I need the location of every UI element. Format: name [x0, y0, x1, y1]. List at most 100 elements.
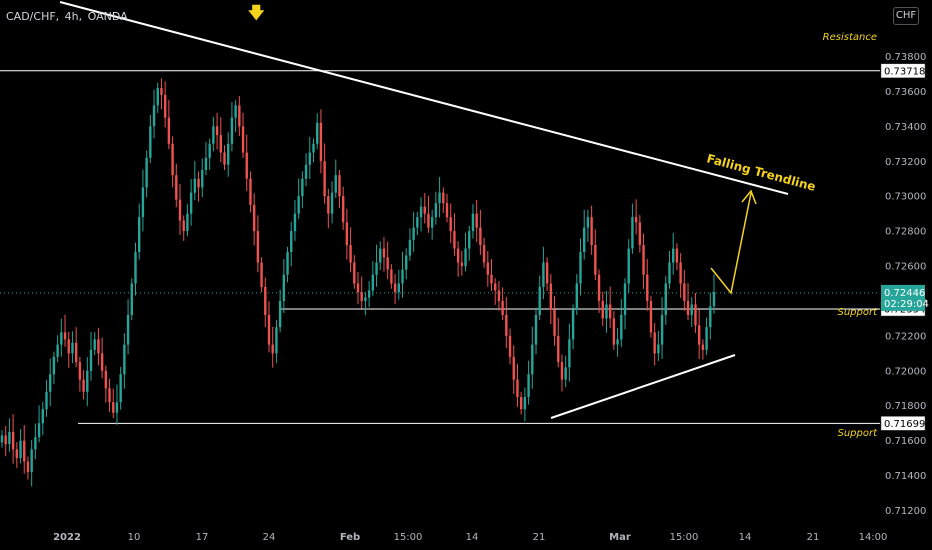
candle-body	[167, 117, 171, 144]
candle-body	[464, 248, 467, 267]
price-tick-label: 0.73800	[885, 52, 926, 63]
rising-support-trendline[interactable]	[550, 354, 736, 419]
currency-button[interactable]: CHF	[893, 7, 919, 25]
time-tick-label: 10	[128, 532, 141, 543]
candle-body	[19, 440, 22, 459]
candle-body	[93, 339, 96, 350]
time-tick-label: 15:00	[394, 532, 423, 543]
candle	[4, 425, 7, 457]
candle	[63, 314, 67, 347]
candle-body	[82, 379, 85, 392]
candle-body	[393, 283, 397, 293]
candle-body	[512, 356, 515, 380]
candle-body	[416, 217, 419, 228]
candle-body	[286, 252, 289, 275]
candle	[74, 327, 78, 368]
candle	[160, 78, 163, 110]
candle	[453, 213, 456, 257]
price-tick-label: 0.73400	[885, 122, 926, 133]
candle-body	[271, 344, 274, 354]
candle-body	[78, 362, 82, 380]
candle	[620, 299, 623, 347]
candle-body	[345, 222, 349, 246]
candle	[701, 339, 705, 360]
time-tick-label: 14:00	[859, 532, 888, 543]
candle	[360, 276, 363, 309]
candle-body	[475, 213, 478, 228]
candle	[178, 183, 182, 235]
candle	[282, 259, 286, 314]
price-tag-support: 0.71699	[880, 416, 925, 431]
candle-body	[668, 262, 671, 284]
candle-body	[100, 353, 104, 371]
candle-body	[601, 300, 604, 319]
candle-body	[197, 178, 200, 188]
candle	[523, 387, 527, 422]
candle	[672, 232, 675, 275]
candle	[197, 171, 200, 202]
candle-body	[349, 245, 352, 263]
candle	[586, 209, 590, 242]
candle	[497, 281, 501, 311]
candle-body	[353, 262, 356, 284]
candle	[15, 442, 19, 468]
candle-body	[193, 178, 197, 193]
candle	[464, 232, 467, 272]
candle-body	[386, 257, 389, 270]
candle-body	[163, 94, 167, 118]
candle	[301, 171, 304, 209]
candle-body	[701, 344, 705, 350]
candle-body	[423, 206, 426, 214]
price-tag-value: 0.73718	[884, 66, 925, 77]
candle	[460, 251, 464, 276]
time-tick-label: Feb	[340, 532, 360, 543]
candle	[694, 292, 697, 333]
candle-body	[553, 309, 556, 336]
candle-body	[267, 314, 271, 345]
candle	[338, 169, 341, 209]
candle	[412, 211, 415, 252]
candle-body	[412, 227, 415, 240]
candle-body	[334, 175, 337, 193]
candle-body	[583, 227, 586, 253]
candle-body	[323, 161, 326, 197]
candle	[519, 391, 523, 415]
candle-body	[468, 231, 471, 249]
price-tag-resistance: 0.73718	[880, 63, 926, 79]
candle	[405, 248, 408, 280]
candle	[208, 138, 211, 170]
candle	[304, 153, 308, 187]
candle-body	[145, 157, 148, 188]
candle	[379, 241, 382, 271]
candle	[649, 295, 653, 338]
candle	[149, 114, 152, 163]
price-tag-bg	[880, 63, 926, 79]
candle	[78, 356, 82, 392]
candle-body	[405, 255, 408, 270]
candle-body	[171, 143, 174, 176]
candle	[657, 330, 660, 361]
candle	[393, 274, 397, 305]
candle	[45, 380, 48, 417]
symbol-info[interactable]: CAD/CHF, 4h, OANDA	[6, 10, 130, 23]
candle-body	[664, 283, 667, 315]
candle-body	[675, 248, 679, 263]
candle	[82, 370, 85, 400]
candle-body	[657, 344, 660, 354]
candle-body	[338, 175, 341, 197]
candle	[549, 274, 553, 325]
candle	[660, 297, 664, 359]
falling-trendline[interactable]	[59, 1, 789, 195]
candle	[86, 357, 89, 407]
candle	[219, 117, 222, 163]
candle	[494, 278, 497, 305]
candle-body	[11, 431, 15, 450]
candle-body	[471, 213, 475, 232]
candle-body	[549, 283, 553, 310]
time-tick-label: 24	[263, 532, 276, 543]
candle	[249, 171, 252, 213]
candle	[271, 326, 274, 368]
candle-body	[238, 105, 241, 127]
candle	[223, 145, 226, 170]
